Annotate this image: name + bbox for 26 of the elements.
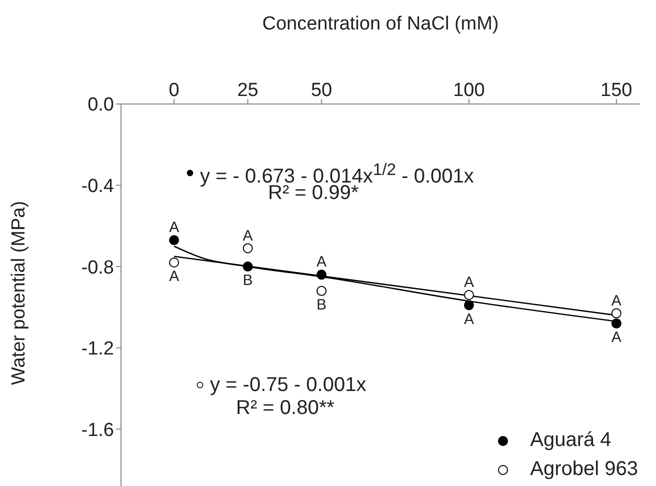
- annotation: R² = 0.80**: [236, 396, 334, 420]
- legend-label: Agrobel 963: [530, 457, 638, 482]
- y-axis-title: Water potential (MPa): [8, 200, 30, 385]
- y-tick-label: 0.0: [88, 94, 114, 116]
- annotation: A: [464, 274, 474, 291]
- annotation: B: [316, 296, 327, 314]
- x-tick-label: 150: [600, 80, 632, 101]
- y-tick-label: -1.6: [81, 420, 114, 441]
- x-tick-label: 25: [237, 80, 258, 101]
- annotation: y = -0.75 - 0.001x: [210, 373, 366, 397]
- x-tick-label: 100: [453, 80, 485, 101]
- annotation: A: [242, 227, 253, 244]
- annotation: B: [242, 272, 253, 290]
- annotation: A: [464, 310, 474, 328]
- x-tick-label: 50: [310, 80, 332, 101]
- annotation: A: [316, 254, 327, 271]
- annotation: A: [169, 268, 180, 286]
- y-tick-label: -0.8: [81, 257, 114, 278]
- x-tick-label: 0: [168, 80, 180, 101]
- annotation: A: [611, 292, 622, 310]
- annotation: A: [611, 329, 622, 346]
- y-tick-label: -0.4: [81, 176, 114, 198]
- annotation: A: [169, 219, 180, 236]
- legend-label: Aguará 4: [530, 428, 612, 453]
- x-axis-title: Concentration of NaCl (mM): [262, 13, 499, 34]
- y-tick-label: -1.2: [81, 338, 114, 360]
